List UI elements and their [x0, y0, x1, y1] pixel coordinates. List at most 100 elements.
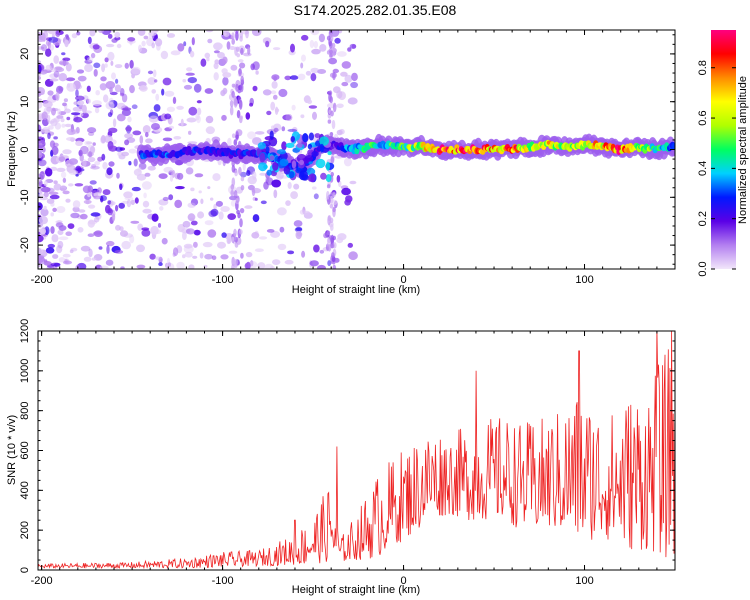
- spectrogram-noise-blob: [56, 115, 64, 119]
- snr-x-axis-title: Height of straight line (km): [292, 584, 420, 596]
- spectrogram-noise-blob: [89, 30, 96, 37]
- spectrogram-noise-blob: [229, 100, 234, 108]
- spectrogram-noise-blob: [164, 90, 175, 97]
- spectrogram-noise-blob: [38, 249, 48, 258]
- spectrogram-noise-blob: [92, 44, 100, 50]
- spectrogram-noise-blob: [211, 255, 217, 260]
- spectrogram-noise-blob: [327, 215, 332, 222]
- spectrogram-noise-blob: [130, 199, 135, 205]
- spectrogram-noise-blob: [223, 30, 230, 37]
- spectrogram-noise-blob: [75, 89, 79, 98]
- spectrogram-noise-blob: [207, 229, 217, 238]
- spectrogram-noise-blob: [266, 110, 272, 116]
- spectrogram-noise-blob: [238, 67, 242, 77]
- spectrogram-noise-blob: [187, 213, 196, 222]
- spectrogram-noise-blob: [42, 33, 46, 42]
- spectrogram-noise-blob: [308, 105, 318, 109]
- spectrogram-noise-blob: [213, 62, 219, 70]
- spectrogram-noise-blob: [300, 114, 305, 119]
- spectrogram-noise-blob: [123, 191, 133, 199]
- spectrogram-noise-blob: [214, 59, 219, 65]
- spectrogram-noise-blob: [236, 53, 240, 58]
- spectrogram-noise-blob: [105, 240, 115, 247]
- spectrogram-noise-blob: [138, 44, 142, 53]
- spectrogram-noise-blob: [163, 166, 174, 173]
- spectrogram-noise-blob: [131, 186, 141, 192]
- spectrogram-noise-blob: [290, 43, 295, 53]
- spectrogram-noise-blob: [323, 232, 328, 239]
- spectrogram-noise-blob: [313, 193, 319, 200]
- spectrogram-noise-blob: [47, 132, 51, 139]
- spectrogram-noise-blob: [204, 88, 214, 94]
- spectrogram-noise-blob: [185, 167, 194, 175]
- spectrogram-noise-blob: [187, 202, 196, 208]
- spectrogram-noise-blob: [74, 183, 84, 187]
- spectrogram-noise-blob: [331, 119, 336, 130]
- spectrogram-noise-blob: [347, 97, 358, 105]
- spectrogram-noise-blob: [337, 233, 347, 241]
- spectrogram-noise-blob: [239, 208, 245, 214]
- spectrogram-noise-blob: [351, 72, 358, 82]
- spectrogram-noise-blob: [105, 259, 114, 266]
- y-tick-label: 1200: [19, 319, 31, 343]
- spectrogram-noise-blob: [186, 67, 193, 72]
- spectrogram-noise-blob: [222, 56, 228, 64]
- colorbar-ticks: 0.0 0.2 0.4 0.6 0.8: [697, 60, 736, 277]
- spectrogram-noise-blob: [69, 249, 74, 254]
- spectrogram-noise-blob: [67, 223, 75, 230]
- spectrogram-noise-blob: [87, 36, 92, 45]
- spectrogram-noise-blob: [259, 172, 267, 176]
- spectrogram-noise-blob: [242, 162, 246, 171]
- spectrogram-noise-blob: [333, 86, 341, 94]
- spectrogram-noise-blob: [188, 130, 192, 135]
- spectrogram-ridge-point: [257, 142, 266, 150]
- spectrogram-noise-blob: [120, 230, 128, 237]
- spectrogram-noise-blob: [329, 53, 333, 58]
- spectrogram-noise-blob: [271, 74, 280, 81]
- spectrogram-noise-blob: [88, 204, 96, 209]
- spectrogram-noise-blob: [58, 156, 66, 162]
- spectrogram-noise-blob: [274, 108, 280, 113]
- spectrogram-noise-blob: [167, 262, 171, 267]
- spectrogram-noise-blob: [176, 172, 184, 180]
- spectrogram-noise-blob: [231, 38, 235, 45]
- spectrogram-noise-blob: [124, 196, 134, 201]
- spectrogram-noise-blob: [134, 197, 139, 204]
- spectrogram-noise-blob: [90, 212, 101, 217]
- spectrogram-noise-blob: [84, 140, 91, 146]
- spectrogram-noise-blob: [164, 127, 173, 132]
- spectrogram-noise-blob: [344, 199, 351, 206]
- spectrogram-noise-blob: [107, 112, 113, 118]
- spectrogram-noise-blob: [200, 58, 207, 67]
- spectrogram-noise-blob: [142, 125, 151, 134]
- spectrogram-noise-blob: [240, 75, 244, 84]
- spectrogram-noise-blob: [111, 38, 118, 43]
- spectrogram-noise-blob: [251, 187, 256, 197]
- spectrogram-noise-blob: [184, 251, 193, 258]
- spectrogram-noise-blob: [145, 138, 153, 144]
- spectrogram-noise-blob: [87, 127, 97, 134]
- spectrogram-noise-blob: [255, 70, 259, 75]
- spectrogram-noise-blob: [128, 161, 132, 166]
- spectrogram-noise-blob: [270, 230, 281, 238]
- spectrogram-noise-blob: [66, 137, 76, 141]
- spectrogram-noise-blob: [114, 250, 124, 254]
- spectrogram-noise-blob: [217, 52, 225, 59]
- spectrogram-noise-blob: [75, 173, 79, 177]
- spectrogram-noise-blob: [244, 205, 253, 209]
- spectrogram-noise-blob: [332, 264, 337, 269]
- spectrogram-noise-blob: [192, 255, 198, 259]
- spectrogram-noise-blob: [326, 35, 331, 41]
- snr-y-axis-title: SNR (10 * v/v): [6, 415, 18, 485]
- spectrogram-noise-blob: [76, 69, 85, 74]
- spectrogram-noise-blob: [143, 35, 149, 40]
- spectrogram-noise-blob: [235, 197, 239, 205]
- spectrogram-noise-blob: [41, 44, 47, 52]
- spectrogram-noise-blob: [162, 137, 173, 142]
- spectrogram-noise-blob: [328, 41, 333, 49]
- spectrogram-noise-blob: [237, 59, 244, 63]
- spectrogram-noise-blob: [185, 72, 195, 76]
- spectrogram-noise-blob: [151, 123, 160, 130]
- colorbar-tick-label: 0.4: [697, 161, 709, 176]
- spectrogram-noise-blob: [154, 79, 158, 83]
